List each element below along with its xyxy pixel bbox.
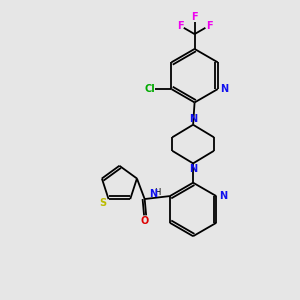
Text: O: O	[140, 216, 149, 226]
Text: F: F	[177, 21, 184, 32]
Text: N: N	[219, 191, 227, 201]
Text: N: N	[189, 114, 197, 124]
Text: N: N	[149, 189, 157, 199]
Text: F: F	[206, 21, 212, 32]
Text: N: N	[189, 164, 197, 174]
Text: Cl: Cl	[144, 84, 155, 94]
Text: H: H	[154, 188, 161, 197]
Text: F: F	[191, 12, 198, 22]
Text: S: S	[100, 198, 107, 208]
Text: N: N	[220, 84, 228, 94]
